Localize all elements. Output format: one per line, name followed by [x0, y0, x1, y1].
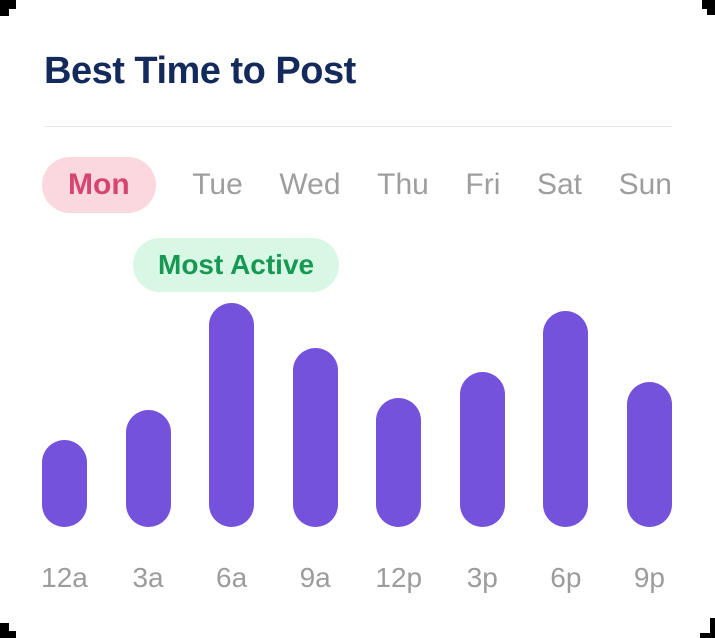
x-axis-label-12a: 12a: [41, 562, 88, 593]
day-tab-tue[interactable]: Tue: [192, 168, 243, 201]
bar-9p: [626, 382, 672, 527]
day-tab-wed[interactable]: Wed: [279, 168, 341, 201]
bar-3a: [125, 410, 171, 527]
x-axis-label-9p: 9p: [633, 562, 666, 593]
crop-mark-top-right: [702, 0, 715, 15]
bar-12p: [376, 398, 422, 527]
bar-6a: [209, 303, 255, 527]
day-tab-fri[interactable]: Fri: [465, 168, 501, 201]
bar-3p: [459, 372, 505, 527]
bar-9a: [292, 348, 338, 527]
x-axis-label-9a: 9a: [299, 562, 331, 593]
day-tab-thu[interactable]: Thu: [377, 168, 429, 201]
day-tab-sat[interactable]: Sat: [536, 168, 582, 201]
crop-mark-top-left: [0, 0, 16, 16]
x-axis-label-6a: 6a: [216, 562, 248, 593]
divider: [44, 126, 672, 127]
crop-mark-bottom-right: [700, 618, 715, 638]
x-axis-label-12p: 12p: [375, 562, 423, 593]
bar-chart: [42, 303, 672, 527]
bar-12a: [42, 440, 87, 527]
most-active-badge-label: Most Active: [158, 249, 315, 280]
x-axis-label-3p: 3p: [466, 562, 498, 593]
card-title: Best Time to Post: [44, 50, 356, 92]
crop-mark-bottom-left: [0, 623, 16, 638]
day-tab-sun[interactable]: Sun: [618, 168, 672, 201]
most-active-badge: Most Active: [133, 238, 340, 292]
x-axis-label-3a: 3a: [132, 562, 164, 593]
x-axis-labels: 12a 3a 6a 9a 12p 3p 6p 9p: [41, 562, 672, 594]
day-tab-mon[interactable]: Mon: [42, 157, 156, 213]
bar-6p: [543, 311, 589, 527]
x-axis-label-6p: 6p: [550, 562, 582, 593]
day-tabs: Mon Tue Wed Thu Fri Sat Sun: [42, 157, 672, 213]
